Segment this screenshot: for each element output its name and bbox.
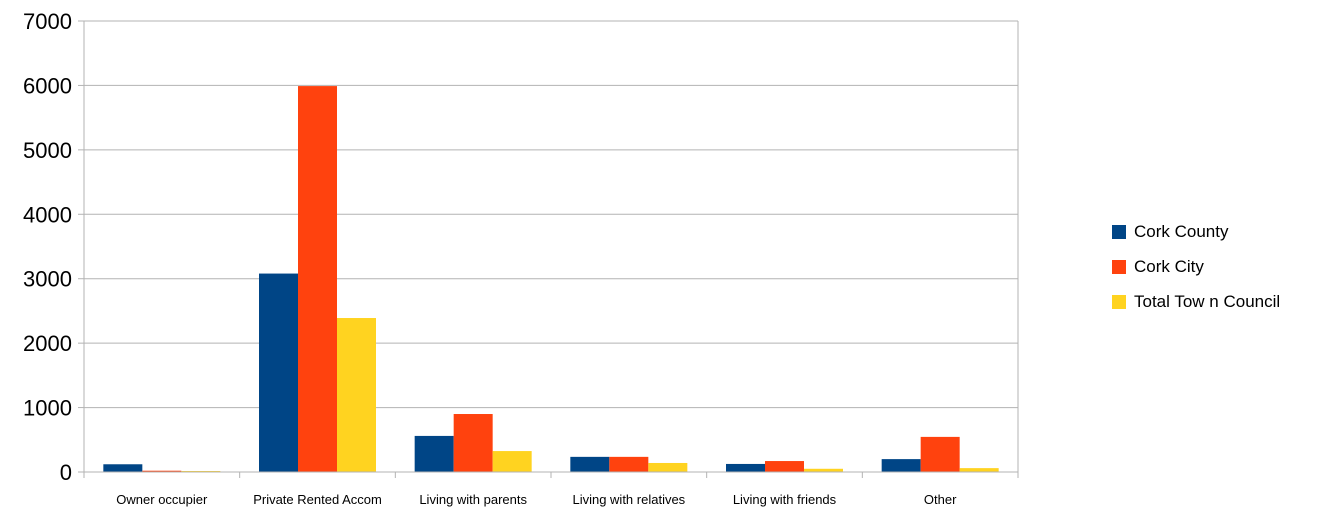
- bar: [453, 414, 493, 472]
- x-tick-label: Living with relatives: [572, 492, 685, 507]
- bar: [726, 463, 765, 472]
- legend-item-cork-city: Cork City: [1112, 249, 1280, 284]
- legend-item-total-town-council: Total Tow n Council: [1112, 284, 1280, 319]
- legend-label: Cork County: [1134, 221, 1229, 241]
- gridlines: [84, 20, 1019, 473]
- bar: [259, 273, 298, 472]
- y-tick-label: 7000: [23, 9, 72, 34]
- legend-item-cork-county: Cork County: [1112, 214, 1280, 249]
- x-tick-label: Owner occupier: [116, 492, 208, 507]
- legend-swatch: [1112, 259, 1126, 274]
- bar: [142, 470, 182, 472]
- bar: [765, 461, 804, 472]
- x-tick-label: Private Rented Accom: [253, 492, 382, 507]
- bar: [959, 468, 999, 472]
- y-tick-label: 5000: [23, 138, 72, 163]
- y-tick-label: 0: [60, 460, 72, 485]
- legend-label: Total Tow n Council: [1134, 291, 1281, 311]
- y-tick-label: 1000: [23, 396, 72, 421]
- bars: [103, 86, 999, 472]
- legend-label: Cork City: [1134, 256, 1204, 276]
- bar: [103, 464, 143, 472]
- bar: [570, 456, 610, 472]
- y-tick-label: 2000: [23, 331, 72, 356]
- x-tick-label: Other: [924, 492, 957, 507]
- legend-swatch: [1112, 294, 1126, 309]
- bar: [414, 435, 454, 472]
- bar: [609, 456, 649, 472]
- bar: [881, 459, 921, 472]
- legend: Cork County Cork City Total Tow n Counci…: [1112, 214, 1280, 319]
- legend-swatch: [1112, 224, 1126, 239]
- bar: [337, 318, 376, 472]
- bar: [492, 451, 532, 472]
- y-tick-label: 6000: [23, 73, 72, 98]
- y-tick-label: 4000: [23, 202, 72, 227]
- bar: [298, 86, 337, 472]
- bar: [648, 462, 688, 472]
- axes: 0 1000 2000 3000 4000 5000 6000 7000 Owner occup…: [23, 9, 1019, 507]
- x-tick-label: Living with parents: [419, 492, 527, 507]
- bar: [804, 468, 843, 472]
- x-tick-label: Living with friends: [733, 492, 837, 507]
- y-tick-label: 3000: [23, 267, 72, 292]
- bar: [920, 436, 960, 472]
